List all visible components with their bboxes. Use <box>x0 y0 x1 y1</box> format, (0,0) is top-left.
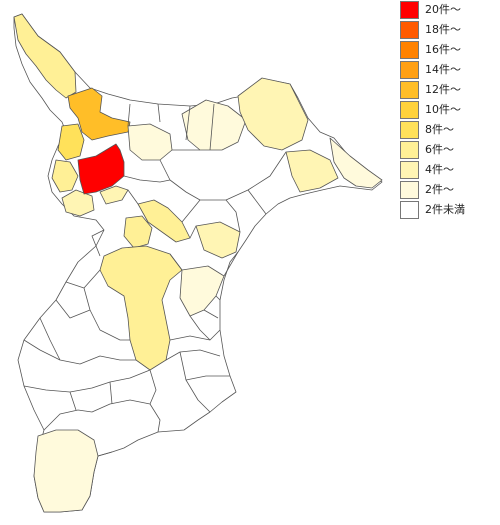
municipality-region[interactable] <box>329 137 383 189</box>
legend-swatch <box>400 121 419 139</box>
legend-label: 12件～ <box>425 83 461 96</box>
legend-swatch <box>400 41 419 59</box>
legend-swatch <box>400 61 419 79</box>
legend-label: 2件未満 <box>425 203 465 216</box>
legend-item: 4件～ <box>400 160 500 180</box>
municipality-region[interactable] <box>67 87 131 141</box>
legend-item: 16件～ <box>400 40 500 60</box>
municipality-region[interactable] <box>285 149 339 193</box>
legend-swatch <box>400 101 419 119</box>
prefecture-map <box>13 13 383 513</box>
municipality-region[interactable] <box>181 99 247 151</box>
municipality-region[interactable] <box>99 185 129 205</box>
legend-swatch <box>400 201 419 219</box>
legend-label: 14件～ <box>425 63 461 76</box>
municipality-region[interactable] <box>237 77 309 151</box>
legend-item: 8件～ <box>400 120 500 140</box>
legend-swatch <box>400 141 419 159</box>
legend-label: 20件～ <box>425 3 461 16</box>
legend-label: 18件～ <box>425 23 461 36</box>
municipality-region[interactable] <box>195 221 241 259</box>
legend-label: 6件～ <box>425 143 454 156</box>
municipality-region[interactable] <box>123 215 153 249</box>
legend-label: 8件～ <box>425 123 454 136</box>
municipality-region[interactable] <box>33 429 99 513</box>
legend-item: 12件～ <box>400 80 500 100</box>
legend-item: 20件～ <box>400 0 500 20</box>
municipality-region[interactable] <box>13 13 77 99</box>
legend-swatch <box>400 181 419 199</box>
legend-item: 18件～ <box>400 20 500 40</box>
legend-label: 4件～ <box>425 163 454 176</box>
legend-item: 2件未満 <box>400 200 500 220</box>
municipality-region[interactable] <box>77 143 125 195</box>
municipality-region[interactable] <box>57 123 85 161</box>
legend-item: 2件～ <box>400 180 500 200</box>
legend-item: 6件～ <box>400 140 500 160</box>
legend-swatch <box>400 81 419 99</box>
municipality-region[interactable] <box>99 245 183 371</box>
municipality-region[interactable] <box>51 159 79 193</box>
legend-swatch <box>400 1 419 19</box>
municipality-region[interactable] <box>61 189 95 217</box>
legend-item: 14件～ <box>400 60 500 80</box>
legend-label: 16件～ <box>425 43 461 56</box>
legend-swatch <box>400 161 419 179</box>
legend-swatch <box>400 21 419 39</box>
legend-label: 10件～ <box>425 103 461 116</box>
municipality-region[interactable] <box>179 265 225 317</box>
legend-item: 10件～ <box>400 100 500 120</box>
municipal-boundaries <box>23 103 287 457</box>
legend-label: 2件～ <box>425 183 454 196</box>
municipality-region[interactable] <box>127 123 173 161</box>
